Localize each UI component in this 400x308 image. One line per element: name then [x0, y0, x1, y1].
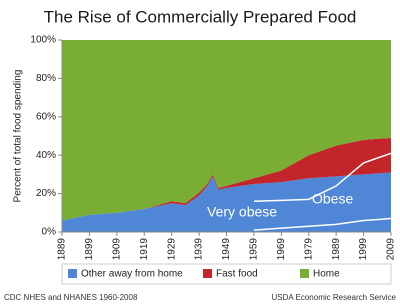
chart-title: The Rise of Commercially Prepared Food [44, 7, 357, 26]
line [253, 152, 392, 203]
y-tick-label: 80% [36, 73, 56, 84]
x-tick-label: 1969 [276, 238, 287, 261]
annotation: Very obese [207, 204, 277, 220]
y-tick-label: 40% [36, 150, 56, 161]
x-tick-label: 1989 [331, 238, 342, 261]
x-tick-label: 1959 [249, 238, 260, 261]
x-tick-label: 1999 [358, 238, 369, 261]
y-tick-label: 100% [30, 35, 56, 46]
x-tick-label: 1899 [84, 238, 95, 261]
footnote: CDC NHES and NHANES 1960-2008 [4, 293, 138, 302]
legend-swatch [300, 269, 309, 278]
x-tick-label: 1919 [139, 238, 150, 261]
x-tick-label: 1939 [194, 238, 205, 261]
legend-label: Other away from home [81, 269, 183, 280]
legend-swatch [68, 269, 77, 278]
y-tick-label: 20% [36, 188, 56, 199]
legend-label: Fast food [216, 269, 258, 280]
x-tick-label: 1929 [166, 238, 177, 261]
area [62, 40, 391, 221]
legend-frame [61, 263, 392, 285]
footnote: USDA Economic Research Service [272, 293, 397, 302]
y-tick-label: 60% [36, 111, 56, 122]
y-axis-label: Percent of total food spending [13, 70, 24, 203]
legend-swatch [203, 269, 212, 278]
x-tick-label: 1909 [111, 238, 122, 261]
x-tick-label: 1949 [221, 238, 232, 261]
x-tick-label: 1889 [57, 238, 68, 261]
area [62, 172, 391, 232]
x-tick-label: 1979 [303, 238, 314, 261]
x-tick-label: 2009 [386, 238, 397, 261]
legend-label: Home [313, 269, 340, 280]
area [62, 137, 391, 221]
line [253, 217, 392, 231]
y-tick-label: 0% [42, 227, 57, 238]
annotation: Obese [312, 191, 353, 207]
